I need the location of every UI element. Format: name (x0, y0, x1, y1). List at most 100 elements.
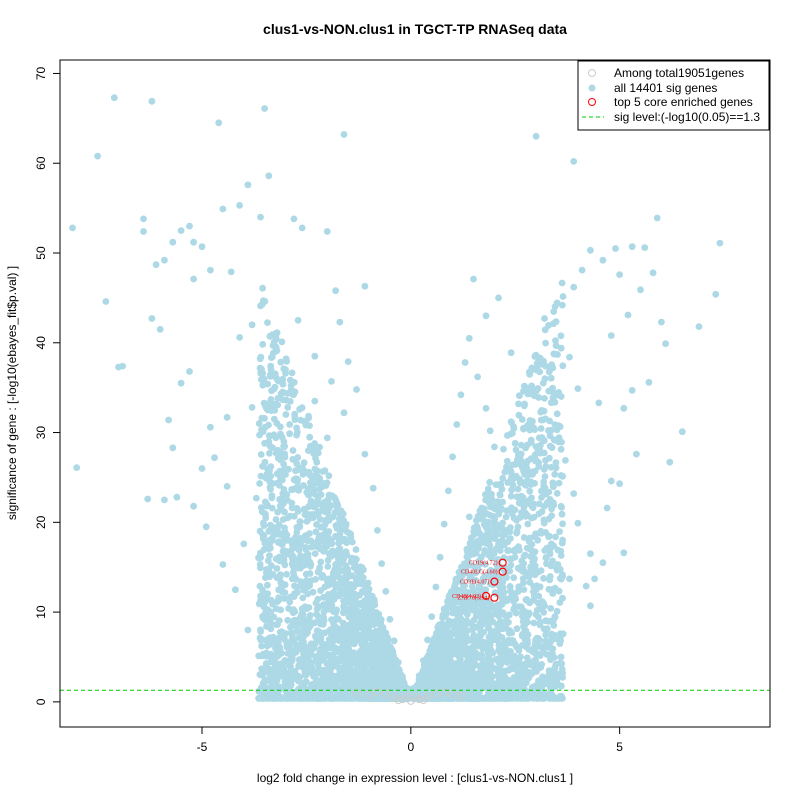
sig-gene-point (514, 485, 522, 493)
sig-gene-point (536, 368, 544, 376)
sig-gene-point (255, 688, 263, 695)
sig-gene-point (271, 655, 279, 662)
sig-gene-point (510, 674, 518, 681)
sig-gene-point (309, 588, 317, 596)
sig-gene-point (315, 508, 323, 516)
sig-gene-point (481, 561, 489, 568)
sig-gene-point (275, 538, 283, 546)
sig-gene-point (258, 642, 265, 650)
sig-gene-point (353, 579, 360, 587)
sig-gene-point (478, 621, 486, 629)
sig-gene-point (312, 539, 320, 547)
sig-gene-point (543, 554, 550, 562)
sig-gene-point (515, 400, 522, 408)
sig-gene-point (312, 528, 320, 536)
sig-gene-point (440, 635, 447, 643)
sig-gene-point (556, 528, 563, 535)
sig-gene-point (306, 530, 313, 537)
sig-gene-point (286, 430, 293, 438)
sig-gene-point (316, 443, 323, 451)
sig-gene-point (311, 640, 319, 648)
sig-gene-point (430, 635, 437, 643)
sig-gene-point (271, 679, 278, 686)
sig-gene-point (550, 654, 558, 661)
sig-gene-point (291, 667, 299, 675)
sig-gene-point (507, 524, 514, 531)
points-layer (69, 94, 724, 705)
sig-gene-point (265, 432, 273, 439)
sig-gene-point (269, 688, 277, 696)
sig-gene-point (526, 671, 534, 679)
sig-gene-point (545, 667, 553, 674)
sig-gene-point (497, 588, 505, 595)
sig-gene-point (531, 451, 539, 459)
sig-gene-point (524, 385, 531, 392)
sig-gene-point (284, 390, 291, 397)
sig-gene-point (545, 694, 553, 702)
sig-gene-point (286, 376, 294, 384)
sig-gene-point (547, 464, 555, 471)
sig-gene-point (493, 561, 501, 569)
sig-gene-point (529, 468, 537, 476)
sig-gene-point (516, 514, 524, 521)
sig-gene-point (557, 682, 565, 690)
sig-gene-point (547, 374, 555, 382)
sig-gene-point (293, 431, 300, 439)
sig-gene-point (256, 671, 264, 678)
sig-gene-point (342, 548, 350, 555)
sig-gene-point (365, 596, 373, 604)
sig-gene-point (266, 536, 274, 544)
sig-gene-point (542, 463, 550, 470)
sig-gene-point (490, 532, 498, 539)
sig-gene-point (305, 686, 313, 693)
sig-gene-point (517, 441, 525, 449)
sig-gene-point (312, 657, 320, 664)
sig-gene-point (278, 338, 286, 346)
sig-gene-point (527, 436, 535, 444)
sig-gene-point (526, 487, 534, 495)
sig-gene-point (506, 650, 514, 658)
sig-gene-point (289, 553, 297, 560)
sig-gene-point (487, 628, 495, 636)
sig-gene-point (371, 611, 378, 619)
sig-gene-point (533, 359, 541, 367)
sig-gene-point (542, 631, 550, 639)
sig-gene-point (332, 573, 340, 580)
sig-gene-point (281, 537, 289, 544)
sig-gene-point (463, 610, 471, 618)
sig-gene-point (476, 688, 483, 696)
sig-gene-point (267, 396, 275, 403)
sig-gene-point (545, 322, 552, 329)
sig-gene-point (260, 375, 268, 383)
sig-gene-point (302, 545, 310, 552)
sig-gene-point (292, 475, 300, 483)
sig-gene-point (313, 627, 321, 635)
sig-gene-point (519, 641, 526, 649)
sig-gene-point (295, 546, 303, 554)
sig-gene-point (527, 563, 534, 571)
sig-gene-point (322, 482, 330, 489)
sig-gene-point (264, 581, 271, 589)
sig-gene-point (456, 589, 463, 597)
sig-gene-point (540, 407, 548, 415)
sig-gene-point (488, 547, 496, 555)
sig-gene-point (304, 537, 311, 545)
sig-gene-point (547, 605, 555, 612)
sig-gene-point (293, 505, 301, 513)
sig-gene-point (314, 449, 322, 457)
sig-gene-point (515, 673, 523, 681)
sig-gene-point (280, 500, 287, 507)
sig-gene-point (514, 588, 522, 595)
sig-gene-point (538, 508, 546, 516)
sig-gene-point (476, 582, 483, 590)
sig-gene-point (258, 426, 265, 433)
sig-gene-point (546, 573, 554, 580)
sig-gene-point (331, 509, 339, 517)
sig-gene-point (465, 694, 473, 702)
sig-gene-point (528, 514, 535, 522)
sig-gene-point (487, 656, 495, 664)
sig-gene-point (543, 560, 550, 568)
sig-gene-point (351, 635, 359, 642)
